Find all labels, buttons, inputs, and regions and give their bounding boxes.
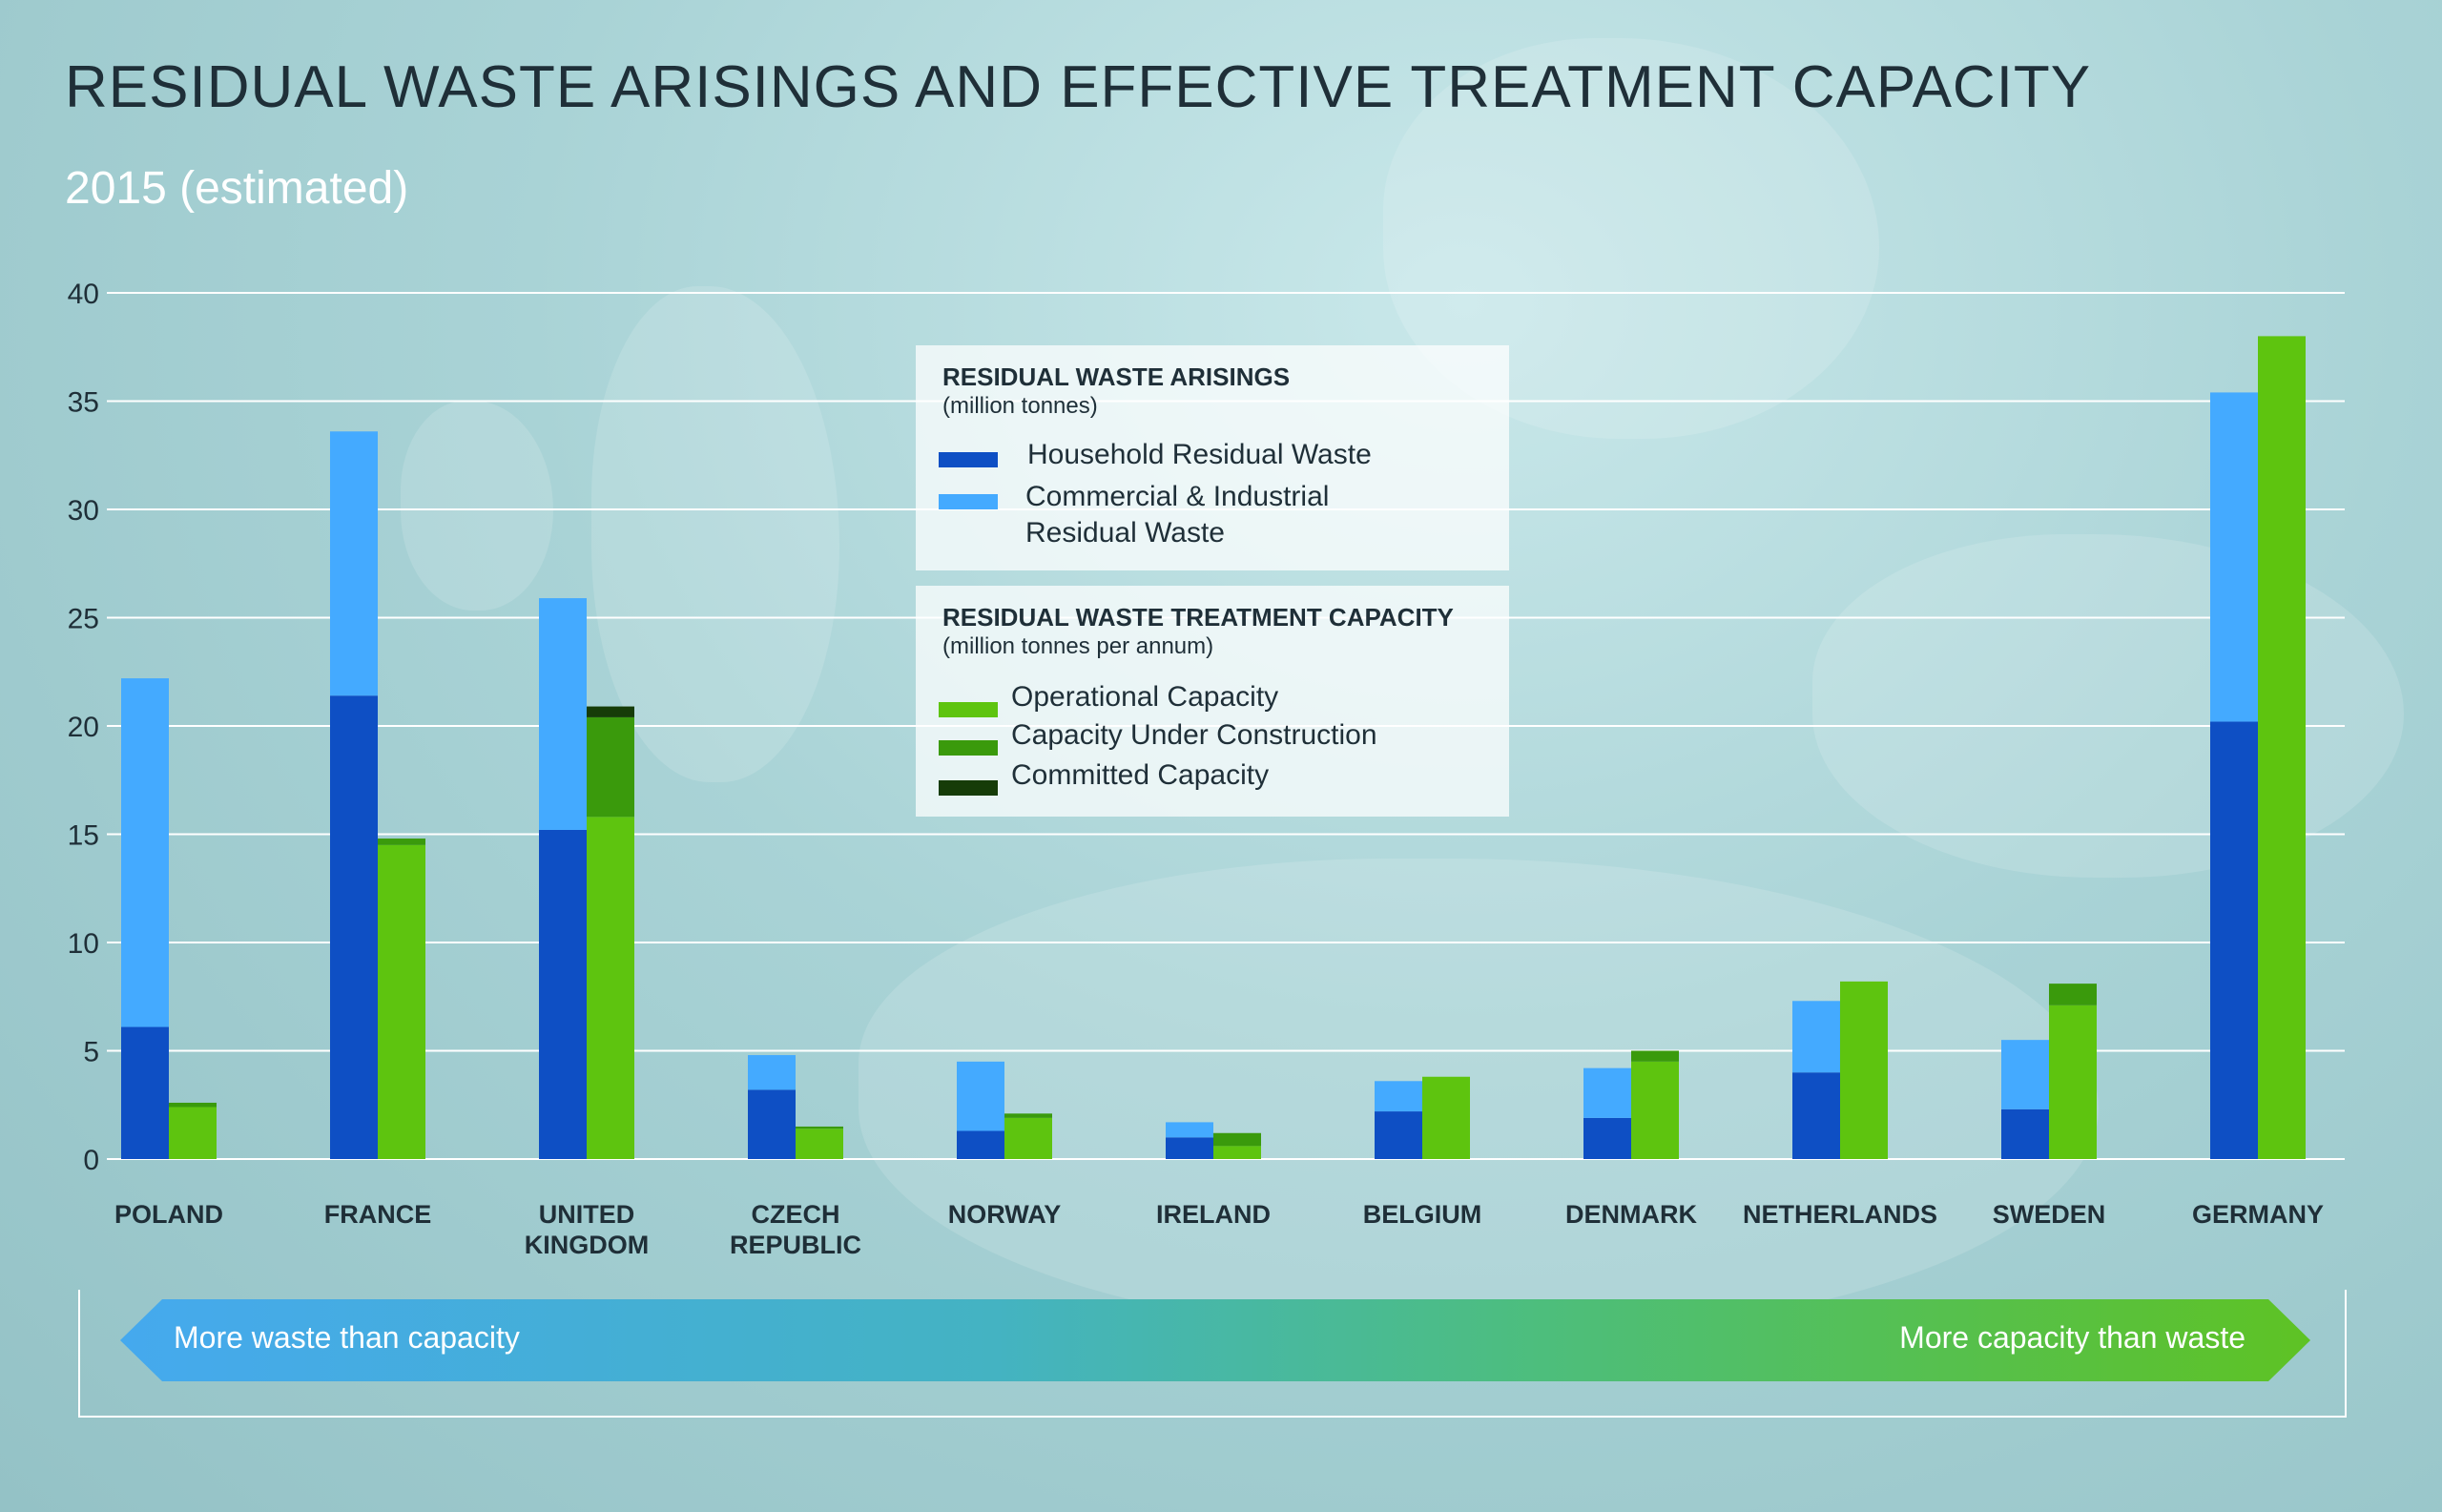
legend-swatch-committed (939, 780, 998, 796)
bar-waste-segment (539, 598, 587, 830)
bar-capacity-segment (1422, 1076, 1470, 1159)
legend-waste-heading: RESIDUAL WASTE ARISINGS (942, 362, 1291, 391)
bar-capacity-segment (796, 1129, 843, 1159)
x-category-label: FRANCE (324, 1200, 432, 1229)
legend-label-committed: Committed Capacity (1011, 759, 1270, 791)
bar-chart: 0 5 10 15 20 25 30 35 40 POLAND FRANCE UNITEDKINGD… (67, 279, 2325, 1259)
bar-waste-segment (121, 678, 169, 1027)
legend-label-commercial-line2: Residual Waste (1025, 517, 1225, 549)
bar-waste-segment (121, 1026, 169, 1159)
bar-capacity-segment (1213, 1132, 1261, 1147)
scale-left-label: More waste than capacity (174, 1320, 520, 1355)
bar-waste-segment (1792, 1001, 1840, 1073)
map-background-shape (401, 401, 553, 611)
scale-frame (78, 1290, 2347, 1418)
y-tick-label: 10 (68, 928, 99, 960)
y-tick-label: 30 (68, 495, 99, 527)
bar-capacity-segment (169, 1107, 217, 1159)
x-category-label: NORWAY (948, 1200, 1062, 1229)
legend-swatch-commercial (939, 494, 998, 509)
bar-capacity-segment (1004, 1113, 1052, 1118)
bar-capacity-segment (2258, 336, 2306, 1159)
bar-capacity-segment (378, 839, 425, 845)
chart-subtitle: 2015 (estimated) (65, 163, 409, 214)
bar-waste-segment (957, 1061, 1004, 1131)
legend-waste: RESIDUAL WASTE ARISINGS (million tonnes)… (916, 345, 1509, 570)
bar-waste-segment (1375, 1081, 1422, 1112)
y-tick-label: 0 (83, 1145, 99, 1176)
y-tick-label: 5 (83, 1037, 99, 1068)
bar-waste-segment (2210, 721, 2258, 1159)
y-tick-label: 15 (68, 820, 99, 852)
bar-waste-segment (2001, 1108, 2049, 1159)
bars (121, 336, 2306, 1159)
x-category-label: POLAND (114, 1200, 223, 1229)
y-tick-label: 20 (68, 712, 99, 743)
scale-arrow (120, 1299, 2310, 1381)
bar-capacity-segment (587, 706, 634, 717)
legend-label-commercial-line1: Commercial & Industrial (1025, 481, 1330, 512)
y-tick-label: 40 (68, 279, 99, 310)
x-category-label: KINGDOM (525, 1231, 650, 1259)
x-category-label: DENMARK (1565, 1200, 1697, 1229)
bar-waste-segment (957, 1130, 1004, 1159)
bar-capacity-segment (1213, 1146, 1261, 1159)
x-category-label: UNITED (539, 1200, 635, 1229)
y-tick-label: 25 (68, 604, 99, 635)
bar-waste-segment (330, 695, 378, 1159)
x-category-label: NETHERLANDS (1743, 1200, 1937, 1229)
legend-label-household: Household Residual Waste (1027, 439, 1372, 470)
bar-capacity-segment (2049, 1005, 2097, 1159)
legend-swatch-operational (939, 702, 998, 717)
bar-waste-segment (1375, 1111, 1422, 1159)
bar-waste-segment (539, 829, 587, 1159)
legend-capacity-unit: (million tonnes per annum) (942, 633, 1214, 659)
x-category-label: CZECH (752, 1200, 840, 1229)
bar-capacity-segment (378, 844, 425, 1159)
legend-waste-unit: (million tonnes) (942, 393, 1098, 419)
bar-capacity-segment (169, 1102, 217, 1108)
x-category-label: SWEDEN (1993, 1200, 2106, 1229)
x-category-label: GERMANY (2192, 1200, 2324, 1229)
bar-capacity-segment (1631, 1050, 1679, 1062)
map-background-shape (859, 859, 2099, 1336)
bar-capacity-segment (796, 1126, 843, 1129)
y-tick-label: 35 (68, 387, 99, 419)
legend-swatch-household (939, 452, 998, 467)
bar-waste-segment (1583, 1067, 1631, 1118)
map-background-shape (591, 286, 839, 782)
bar-waste-segment (1792, 1072, 1840, 1159)
legend-capacity-heading: RESIDUAL WASTE TREATMENT CAPACITY (942, 603, 1454, 632)
bar-capacity-segment (587, 716, 634, 818)
chart-title: RESIDUAL WASTE ARISINGS AND EFFECTIVE TR… (65, 54, 2092, 120)
legend-capacity: RESIDUAL WASTE TREATMENT CAPACITY (milli… (916, 586, 1509, 817)
scale-right-label: More capacity than waste (1899, 1320, 2245, 1355)
bar-waste-segment (1166, 1122, 1213, 1138)
bar-waste-segment (1583, 1117, 1631, 1159)
bar-capacity-segment (587, 817, 634, 1159)
y-axis-ticks: 0 5 10 15 20 25 30 35 40 (68, 279, 99, 1176)
bar-capacity-segment (1004, 1117, 1052, 1159)
bar-waste-segment (748, 1055, 796, 1090)
legend-swatch-construction (939, 740, 998, 756)
bar-waste-segment (1166, 1137, 1213, 1159)
legend-label-construction: Capacity Under Construction (1011, 719, 1377, 751)
bar-waste-segment (748, 1089, 796, 1159)
bar-capacity-segment (2049, 984, 2097, 1005)
bar-waste-segment (330, 431, 378, 696)
bar-waste-segment (2001, 1040, 2049, 1109)
legend-label-operational: Operational Capacity (1011, 681, 1279, 713)
x-category-label: BELGIUM (1363, 1200, 1482, 1229)
bar-waste-segment (2210, 392, 2258, 722)
x-category-label: REPUBLIC (730, 1231, 861, 1259)
bar-capacity-segment (1631, 1061, 1679, 1159)
x-category-label: IRELAND (1156, 1200, 1271, 1229)
bar-capacity-segment (1840, 981, 1888, 1159)
